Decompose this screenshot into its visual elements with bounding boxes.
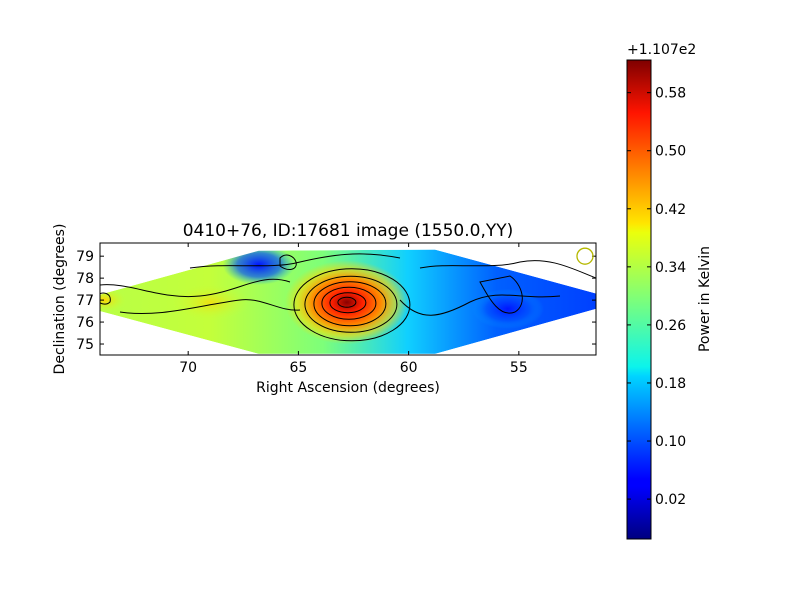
colorbar-ticks: 0.02 0.10 0.18 0.26 0.34 0.42 0.50 0.58 — [627, 86, 686, 508]
colorbar-tick-label: 0.02 — [655, 492, 686, 508]
axes-frame — [99, 242, 597, 356]
colorbar-tick-label: 0.42 — [655, 202, 686, 218]
yellow-region — [170, 284, 251, 321]
colorbar — [626, 59, 652, 540]
contour-lines — [100, 253, 596, 342]
y-tick-label: 79 — [76, 249, 94, 265]
x-tick-label: 55 — [510, 360, 528, 376]
contour-ring — [321, 286, 377, 320]
x-axis-ticks: 70 65 60 55 — [179, 243, 528, 376]
colorbar-tick-label: 0.50 — [655, 144, 686, 160]
y-axis-label: Declination (degrees) — [52, 224, 68, 375]
local-max-blob — [100, 288, 127, 313]
colorbar-offset-label: +1.107e2 — [627, 42, 696, 58]
plot-area — [100, 249, 596, 354]
contour-line — [479, 275, 523, 314]
contour-line — [189, 253, 401, 269]
colorbar-tick-label: 0.58 — [655, 86, 686, 102]
contour-ring — [329, 292, 367, 314]
y-tick-label: 78 — [76, 271, 94, 287]
colorbar-tick-label: 0.10 — [655, 434, 686, 450]
colorbar-label: Power in Kelvin — [697, 246, 713, 352]
contour-ring — [293, 268, 411, 342]
x-tick-label: 65 — [289, 360, 307, 376]
x-axis-label: Right Ascension (degrees) — [256, 380, 440, 396]
colorbar-tick-label: 0.18 — [655, 376, 686, 392]
y-tick-label: 77 — [76, 293, 94, 309]
contour-line — [399, 294, 561, 316]
contour-line — [419, 260, 596, 279]
contour-line — [100, 292, 111, 305]
y-axis-ticks: 75 76 77 78 79 — [76, 249, 596, 353]
colorbar-tick-label: 0.34 — [655, 260, 686, 276]
contour-ring — [313, 281, 387, 327]
colorbar-tick-label: 0.26 — [655, 318, 686, 334]
y-tick-label: 75 — [76, 337, 94, 353]
contour-ring — [304, 275, 398, 333]
y-tick-label: 76 — [76, 315, 94, 331]
x-tick-label: 60 — [400, 360, 418, 376]
contour-line — [100, 278, 291, 298]
contour-line — [279, 254, 297, 270]
x-tick-label: 70 — [179, 360, 197, 376]
contour-line — [119, 299, 301, 315]
beam-marker — [576, 247, 594, 265]
contour-ring — [337, 296, 357, 308]
chart-title: 0410+76, ID:17681 image (1550.0,YY) — [183, 221, 514, 241]
